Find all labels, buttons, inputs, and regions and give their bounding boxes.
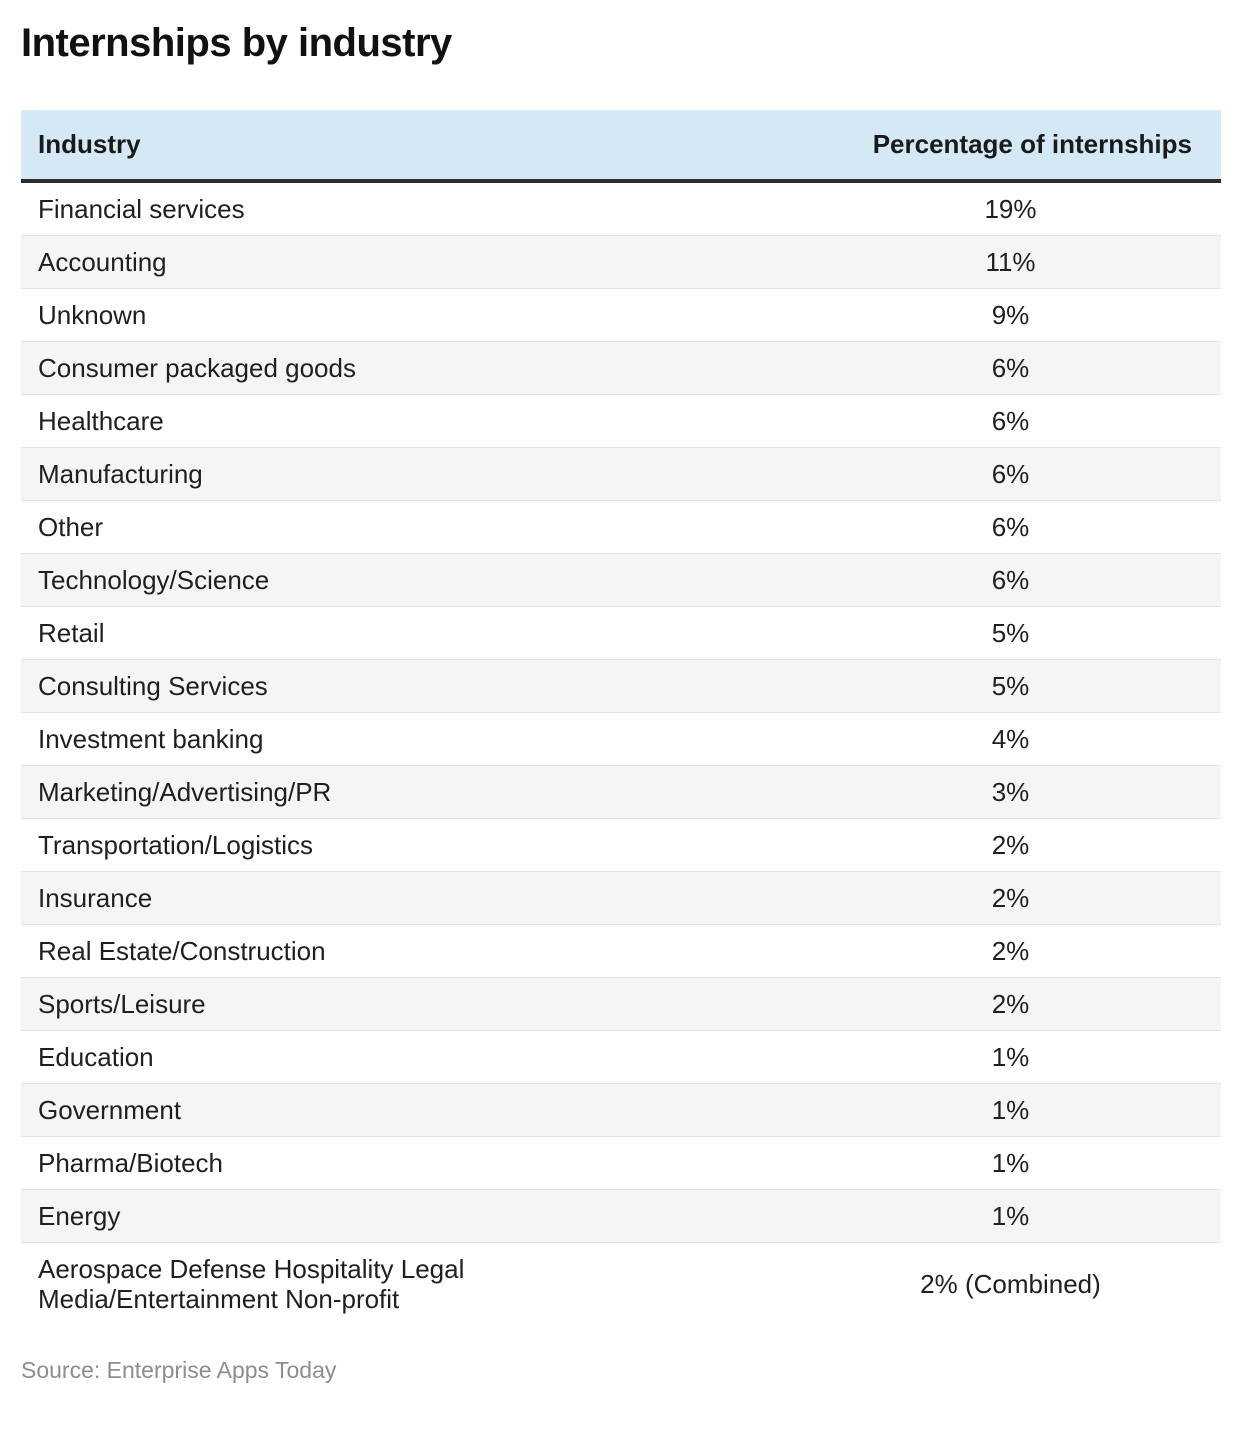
percentage-cell: 3% — [800, 765, 1221, 819]
table-row: Insurance 2% — [21, 871, 1221, 925]
industry-label: Marketing/Advertising/PR — [38, 777, 332, 807]
industry-label: Retail — [38, 618, 105, 648]
percentage-cell: 5% — [800, 659, 1221, 713]
industry-cell: Healthcare — [21, 394, 800, 448]
industry-cell: Pharma/Biotech — [21, 1136, 800, 1190]
industry-label: Manufacturing — [38, 459, 203, 489]
industry-cell: Education — [21, 1030, 800, 1084]
percentage-cell: 19% — [984, 194, 1037, 224]
industry-label: Real Estate/Construction — [38, 936, 326, 966]
table-row: Marketing/Advertising/PR 3% — [21, 765, 1221, 819]
industry-cell: Financial services — [21, 181, 800, 236]
percentage-cell: 6% — [800, 341, 1221, 395]
percentage-cell: 2% — [800, 924, 1221, 978]
percentage-cell: 4% — [800, 712, 1221, 766]
industry-cell: Government — [21, 1083, 800, 1137]
industry-label: Financial services — [38, 194, 245, 224]
industry-label: Healthcare — [38, 406, 164, 436]
industry-cell: Manufacturing — [21, 447, 800, 501]
industry-cell: Accounting — [21, 235, 800, 289]
table-row: Pharma/Biotech 1% — [21, 1136, 1221, 1190]
industry-cell: Investment banking — [21, 712, 800, 766]
industry-label: Consulting Services — [38, 671, 268, 701]
industry-cell: Aerospace Defense Hospitality Legal Medi… — [21, 1242, 800, 1325]
table-row: Government 1% — [21, 1083, 1221, 1137]
industry-cell: Unknown — [21, 288, 800, 342]
percentage-cell: 2% — [800, 977, 1221, 1031]
percentage-cell: 6% — [800, 500, 1221, 554]
industry-label: Investment banking — [38, 724, 264, 754]
table-body: Financial services 19% Accounting 11% Un… — [21, 181, 1221, 1325]
industry-label: Pharma/Biotech — [38, 1148, 223, 1178]
table-header-row: Industry Percentage of internships — [21, 110, 1221, 183]
industry-cell: Marketing/Advertising/PR — [21, 765, 800, 819]
industry-cell: Real Estate/Construction — [21, 924, 800, 978]
industry-cell: Technology/Science — [21, 553, 800, 607]
industry-cell: Transportation/Logistics — [21, 818, 800, 872]
table-row: Sports/Leisure 2% — [21, 977, 1221, 1031]
table-row: Investment banking 4% — [21, 712, 1221, 766]
percentage-cell: 6% — [800, 394, 1221, 448]
page-title: Internships by industry — [21, 21, 452, 65]
industry-cell: Consulting Services — [21, 659, 800, 713]
industry-label: Aerospace Defense Hospitality Legal Medi… — [38, 1254, 465, 1314]
table-row: Manufacturing 6% — [21, 447, 1221, 501]
percentage-cell: 5% — [800, 606, 1221, 660]
percentage-cell: 9% — [800, 288, 1221, 342]
table-row: Accounting 11% — [21, 235, 1221, 289]
industry-label: Transportation/Logistics — [38, 830, 314, 860]
percentage-cell: 1% — [800, 1189, 1221, 1243]
percentage-cell: 2% (Combined) — [800, 1242, 1221, 1325]
percentage-cell: 11% — [800, 235, 1221, 289]
industry-label: Other — [38, 512, 104, 542]
industry-cell: Energy — [21, 1189, 800, 1243]
table-row: Other 6% — [21, 500, 1221, 554]
table-row: Consulting Services 5% — [21, 659, 1221, 713]
percentage-cell: 6% — [800, 447, 1221, 501]
industry-label: Energy — [38, 1201, 121, 1231]
industry-label: Sports/Leisure — [38, 989, 206, 1019]
percentage-cell: 1% — [800, 1136, 1221, 1190]
table-row: Unknown 9% — [21, 288, 1221, 342]
percentage-cell: 6% — [800, 553, 1221, 607]
industry-label: Accounting — [38, 247, 167, 277]
source-note: Source: Enterprise Apps Today — [21, 1357, 337, 1383]
percentage-cell: 1% — [800, 1083, 1221, 1137]
industry-cell: Other — [21, 500, 800, 554]
percentage-cell: 2% — [800, 818, 1221, 872]
table-row: Energy 1% — [21, 1189, 1221, 1243]
industry-label: Government — [38, 1095, 182, 1125]
industry-cell: Insurance — [21, 871, 800, 925]
table-row: Financial services 19% — [21, 181, 1221, 236]
percentage-column-header: Percentage of internships — [800, 110, 1221, 183]
table-row: Technology/Science 6% — [21, 553, 1221, 607]
table-row: Aerospace Defense Hospitality Legal Medi… — [21, 1242, 1221, 1325]
industry-label: Technology/Science — [38, 565, 270, 595]
industry-cell: Retail — [21, 606, 800, 660]
industry-label: Consumer packaged goods — [38, 353, 356, 383]
page: Internships by industry Industry Percent… — [21, 21, 1221, 1383]
industry-label: Unknown — [38, 300, 147, 330]
internships-table: Industry Percentage of internships Finan… — [21, 110, 1221, 1325]
percentage-cell: 2% — [800, 871, 1221, 925]
table-row: Education 1% — [21, 1030, 1221, 1084]
industry-column-header: Industry — [21, 110, 800, 183]
industry-label: Insurance — [38, 883, 153, 913]
percentage-cell: 1% — [800, 1030, 1221, 1084]
table-row: Consumer packaged goods 6% — [21, 341, 1221, 395]
table-row: Real Estate/Construction 2% — [21, 924, 1221, 978]
table-row: Healthcare 6% — [21, 394, 1221, 448]
industry-cell: Sports/Leisure — [21, 977, 800, 1031]
table-row: Transportation/Logistics 2% — [21, 818, 1221, 872]
industry-label: Education — [38, 1042, 154, 1072]
industry-cell: Consumer packaged goods — [21, 341, 800, 395]
table-row: Retail 5% — [21, 606, 1221, 660]
